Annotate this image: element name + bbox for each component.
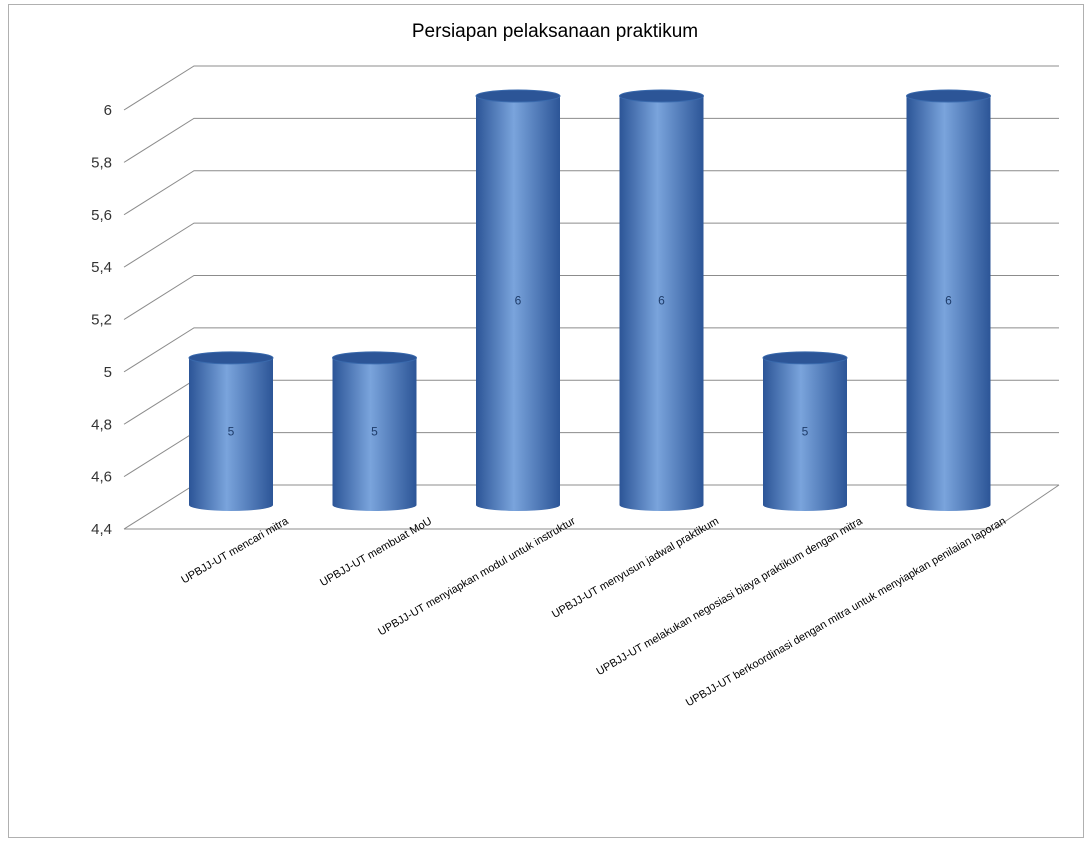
data-label: 6 — [945, 294, 952, 308]
data-label: 6 — [515, 294, 522, 308]
bar-body — [906, 96, 991, 511]
gridline — [123, 327, 1059, 373]
category-label: UPBJJ-UT berkoordinasi dengan mitra untu… — [684, 515, 1008, 709]
gridline — [123, 275, 1059, 320]
bar: 5 — [762, 351, 848, 511]
bar-top — [762, 351, 848, 365]
y-tick-label: 5,2 — [91, 312, 112, 329]
bars: 5 5 6 6 5 6 — [188, 89, 991, 511]
gridline — [123, 65, 1059, 111]
gridline — [123, 222, 1059, 268]
y-tick-label: 5 — [104, 364, 112, 381]
bar-body — [763, 357, 847, 511]
bar-top — [619, 89, 704, 103]
bar-top — [906, 89, 991, 103]
y-tick-label: 5,4 — [91, 259, 112, 276]
bar: 6 — [906, 89, 991, 511]
bar-body — [476, 96, 560, 511]
data-label: 5 — [371, 424, 378, 438]
bar-top — [188, 351, 274, 365]
bar-body — [332, 357, 417, 511]
chart-plot: Persiapan pelaksanaan praktikum 4,44,64,… — [91, 21, 1060, 709]
gridline — [123, 117, 1059, 163]
bar-body — [619, 96, 704, 511]
gridline — [123, 170, 1059, 216]
bar: 6 — [619, 89, 704, 511]
category-label: UPBJJ-UT membuat MoU — [318, 515, 434, 589]
data-label: 5 — [802, 424, 809, 438]
chart-frame: Persiapan pelaksanaan praktikum 4,4 4,6 4,… — [8, 4, 1084, 838]
data-label: 5 — [228, 424, 235, 438]
data-label: 6 — [658, 294, 665, 308]
floor-edge — [124, 484, 1060, 530]
bar: 6 — [475, 89, 561, 511]
category-label: UPBJJ-UT mencari mitra — [179, 515, 291, 587]
y-tick-label: 5,6 — [91, 207, 112, 224]
category-label: UPBJJ-UT menyusun jadwal praktikum — [550, 515, 721, 621]
bar-body — [189, 357, 273, 511]
bar: 5 — [332, 351, 417, 511]
x-axis-categories: UPBJJ-UT mencari mitra UPBJJ-UT membuat M… — [179, 515, 1008, 709]
bar-top — [475, 89, 561, 103]
bar: 5 — [188, 351, 274, 511]
y-tick-label: 4,6 — [91, 469, 112, 486]
y-axis-ticks: 4,4 4,6 4,8 5 5,2 5,4 5,6 5,8 6 — [91, 102, 112, 538]
y-tick-label: 6 — [104, 102, 112, 119]
chart-title: Persiapan pelaksanaan praktikum — [412, 21, 698, 42]
y-tick-label: 5,8 — [91, 154, 112, 171]
bar-top — [332, 351, 417, 365]
y-tick-label: 4,8 — [91, 416, 112, 433]
y-tick-label: 4,4 — [91, 521, 112, 538]
gridlines — [123, 65, 1060, 530]
category-label: UPBJJ-UT melakukan negosiasi biaya prakt… — [594, 515, 865, 678]
